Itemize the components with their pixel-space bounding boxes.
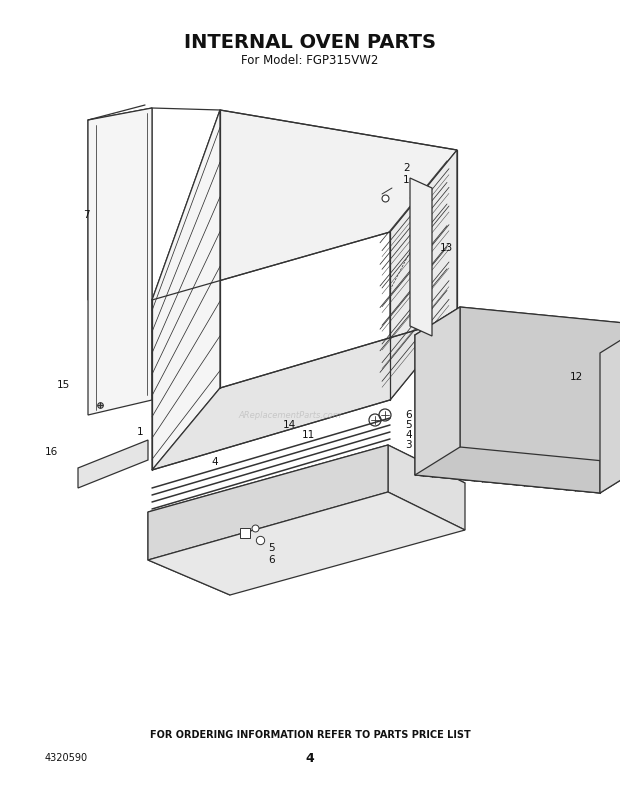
- Text: 6: 6: [405, 410, 412, 420]
- Text: 4320590: 4320590: [45, 753, 88, 763]
- Text: 4: 4: [306, 751, 314, 765]
- Text: 4: 4: [211, 457, 218, 467]
- Text: 14: 14: [283, 420, 296, 430]
- Text: 5: 5: [268, 543, 275, 553]
- Text: 1: 1: [136, 427, 143, 437]
- Polygon shape: [88, 108, 152, 415]
- Text: 6: 6: [268, 555, 275, 565]
- Polygon shape: [148, 445, 388, 560]
- Text: 3: 3: [405, 440, 412, 450]
- Polygon shape: [152, 318, 457, 470]
- Text: 5: 5: [405, 420, 412, 430]
- Polygon shape: [148, 445, 465, 548]
- Text: 1: 1: [403, 175, 410, 185]
- Polygon shape: [460, 307, 620, 465]
- Text: 4: 4: [405, 430, 412, 440]
- Text: 12: 12: [570, 372, 583, 382]
- Text: INTERNAL OVEN PARTS: INTERNAL OVEN PARTS: [184, 32, 436, 52]
- Text: For Model: FGP315VW2: For Model: FGP315VW2: [241, 53, 379, 67]
- Text: 16: 16: [45, 447, 58, 457]
- Polygon shape: [78, 440, 148, 488]
- Text: FOR ORDERING INFORMATION REFER TO PARTS PRICE LIST: FOR ORDERING INFORMATION REFER TO PARTS …: [149, 730, 471, 740]
- Polygon shape: [415, 335, 600, 493]
- Polygon shape: [88, 108, 152, 300]
- Polygon shape: [415, 447, 620, 493]
- Polygon shape: [152, 110, 220, 470]
- Text: 15: 15: [57, 380, 70, 390]
- Text: 7: 7: [83, 210, 90, 220]
- Polygon shape: [148, 512, 230, 595]
- Polygon shape: [388, 445, 465, 530]
- Text: 2: 2: [403, 163, 410, 173]
- Text: AReplacementParts.com: AReplacementParts.com: [239, 411, 342, 419]
- Polygon shape: [415, 307, 620, 353]
- Text: 13: 13: [440, 243, 453, 253]
- Polygon shape: [600, 325, 620, 493]
- Polygon shape: [410, 178, 432, 336]
- Polygon shape: [152, 110, 457, 300]
- Polygon shape: [390, 150, 457, 400]
- Text: 11: 11: [302, 430, 315, 440]
- Polygon shape: [148, 492, 465, 595]
- Polygon shape: [415, 307, 460, 475]
